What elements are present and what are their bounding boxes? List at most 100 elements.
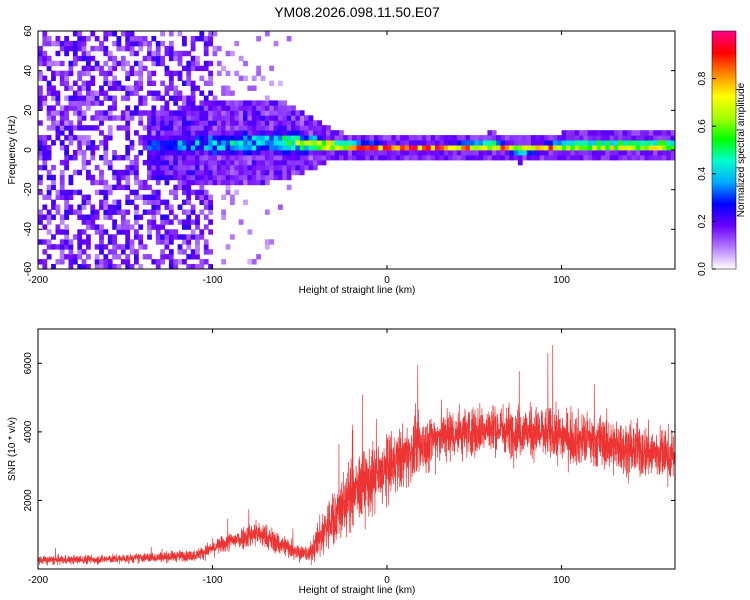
heatmap-cell xyxy=(168,155,174,161)
heatmap-cell xyxy=(600,145,606,151)
heatmap-cell xyxy=(168,169,174,176)
chart-title: YM08.2026.098.11.50.E07 xyxy=(274,4,440,20)
heatmap-cell xyxy=(243,60,248,67)
heatmap-cell xyxy=(147,150,152,156)
heatmap-cell xyxy=(247,130,253,136)
heatmap-cell xyxy=(164,150,170,156)
heatmap-cell xyxy=(151,164,157,171)
heatmap-cell xyxy=(116,60,122,67)
heatmap-cell xyxy=(544,155,549,161)
heatmap-cell xyxy=(77,244,83,250)
heatmap-cell xyxy=(230,135,235,141)
heatmap-cell xyxy=(138,85,144,91)
heatmap-cell xyxy=(138,36,144,42)
heatmap-cell xyxy=(369,155,375,161)
heatmap-cell xyxy=(661,140,667,146)
heatmap-cell xyxy=(155,110,161,116)
heatmap-cell xyxy=(308,135,314,141)
heatmap-cell xyxy=(129,189,135,196)
heatmap-cell xyxy=(94,145,100,151)
heatmap-cell xyxy=(99,239,104,245)
heatmap-cell xyxy=(155,140,161,146)
heatmap-cell xyxy=(134,50,139,57)
heatmap-cell xyxy=(107,115,113,121)
heatmap-cell xyxy=(282,169,288,176)
heatmap-cell xyxy=(208,105,213,111)
heatmap-cell xyxy=(112,249,117,255)
heatmap-cell xyxy=(225,85,231,91)
heatmap-cell xyxy=(195,239,200,245)
heatmap-cell xyxy=(147,145,152,151)
heatmap-cell xyxy=(134,70,139,77)
heatmap-cell xyxy=(203,194,209,200)
heatmap-cell xyxy=(299,150,305,156)
heatmap-cell xyxy=(605,140,610,146)
heatmap-cell xyxy=(120,31,126,37)
heatmap-cell xyxy=(107,184,113,191)
heatmap-cell xyxy=(59,115,65,121)
heatmap-cell xyxy=(38,45,43,52)
heatmap-cell xyxy=(557,145,562,151)
heatmap-cell xyxy=(68,65,74,72)
heatmap-cell xyxy=(112,31,117,37)
heatmap-cell xyxy=(190,145,196,151)
heatmap-cell xyxy=(125,36,131,42)
heatmap-cell xyxy=(125,70,131,77)
heatmap-cell xyxy=(304,145,309,151)
heatmap-cell xyxy=(256,254,261,260)
heatmap-cell xyxy=(208,36,213,42)
heatmap-cell xyxy=(256,125,261,131)
heatmap-cell xyxy=(142,244,148,250)
heatmap-cell xyxy=(112,100,117,106)
heatmap-cell xyxy=(661,130,667,136)
heatmap-cell xyxy=(339,155,344,161)
heatmap-cell xyxy=(182,189,187,196)
heatmap-cell xyxy=(142,95,148,101)
heatmap-cell xyxy=(147,115,152,121)
heatmap-cell xyxy=(99,115,104,121)
heatmap-cell xyxy=(168,55,174,62)
heatmap-cell xyxy=(94,254,100,260)
heatmap-cell xyxy=(125,95,131,101)
snr-ylabel: SNR (10 * v/v) xyxy=(7,417,18,481)
heatmap-cell xyxy=(164,159,170,166)
heatmap-cell xyxy=(613,155,619,161)
heatmap-cell xyxy=(260,115,266,121)
heatmap-cell xyxy=(116,125,122,131)
heatmap-cell xyxy=(81,80,87,86)
heatmap-cell xyxy=(670,145,675,151)
heatmap-cell xyxy=(260,75,266,81)
heatmap-cell xyxy=(173,214,179,220)
heatmap-cell xyxy=(164,85,170,91)
heatmap-cell xyxy=(129,169,135,176)
heatmap-cell xyxy=(147,110,152,116)
heatmap-cell xyxy=(182,120,187,126)
heatmap-cell xyxy=(77,239,83,245)
heatmap-cell xyxy=(168,229,174,235)
heatmap-cell xyxy=(68,100,74,106)
heatmap-cell xyxy=(190,150,196,156)
heatmap-cell xyxy=(103,214,109,220)
heatmap-cell xyxy=(72,90,78,96)
heatmap-cell xyxy=(657,155,663,161)
heatmap-cell xyxy=(330,140,336,146)
heatmap-cell xyxy=(125,264,131,269)
heatmap-cell xyxy=(138,60,144,67)
heatmap-cell xyxy=(286,174,292,181)
heatmap-cell xyxy=(212,120,218,126)
heatmap-cell xyxy=(199,145,205,151)
heatmap-cell xyxy=(565,145,571,151)
heatmap-cell xyxy=(199,31,205,37)
heatmap-cell xyxy=(208,125,213,131)
heatmap-cell xyxy=(666,140,672,146)
heatmap-cell xyxy=(38,55,43,62)
heatmap-cell xyxy=(173,184,179,191)
heatmap-cell xyxy=(500,145,506,151)
heatmap-cell xyxy=(321,159,327,166)
heatmap-cell xyxy=(295,120,301,126)
heatmap-cell xyxy=(134,90,139,96)
heatmap-cell xyxy=(64,224,69,230)
heatmap-cell xyxy=(134,259,139,265)
heatmap-cell xyxy=(164,244,170,250)
heatmap-cell xyxy=(151,159,157,166)
